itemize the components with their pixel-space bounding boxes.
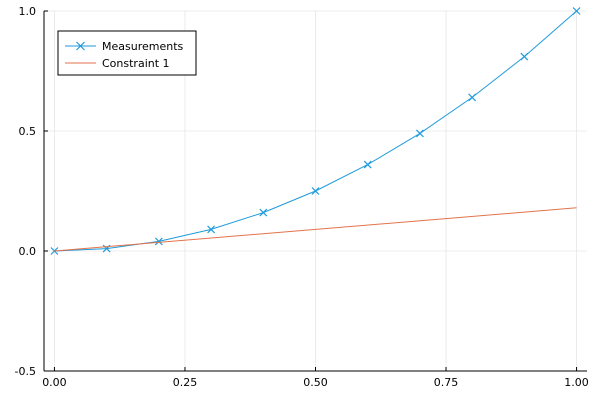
data-point-measurements-2 — [154, 237, 163, 246]
legend-label-measurements: Measurements — [102, 40, 184, 53]
data-point-measurements-5 — [311, 187, 320, 195]
legend-label-constraint-1: Constraint 1 — [102, 57, 170, 70]
y-tick-label-3: 1.0 — [19, 5, 37, 18]
legend: Measurements Constraint 1 — [57, 30, 197, 76]
legend-marker-measurements — [76, 41, 85, 51]
legend-item-measurements: Measurements — [65, 40, 184, 53]
y-tick-label-0: -0.5 — [15, 365, 36, 378]
data-point-measurements-8 — [468, 93, 477, 102]
axis-ticks: 0.00 0.25 0.50 0.75 1.00 -0.5 0.0 0.5 1.0 — [15, 5, 589, 389]
x-tick-label-4: 1.00 — [564, 376, 589, 389]
y-tick-label-2: 0.5 — [19, 125, 37, 138]
data-point-measurements-7 — [415, 129, 424, 138]
x-tick-label-1: 0.25 — [173, 376, 198, 389]
y-tick-label-1: 0.0 — [19, 245, 37, 258]
legend-item-constraint-1: Constraint 1 — [65, 57, 170, 70]
x-tick-label-3: 0.75 — [434, 376, 459, 389]
data-point-measurements-3 — [207, 225, 216, 234]
data-point-measurements-6 — [363, 160, 372, 169]
data-point-measurements-10 — [572, 7, 581, 15]
data-point-measurements-9 — [520, 52, 529, 61]
series-layer — [50, 7, 581, 255]
data-point-measurements-4 — [259, 208, 268, 217]
x-tick-label-2: 0.50 — [303, 376, 328, 389]
legend-box — [57, 30, 197, 76]
x-tick-label-0: 0.00 — [42, 376, 67, 389]
series-line-constraint-1 — [54, 207, 577, 252]
